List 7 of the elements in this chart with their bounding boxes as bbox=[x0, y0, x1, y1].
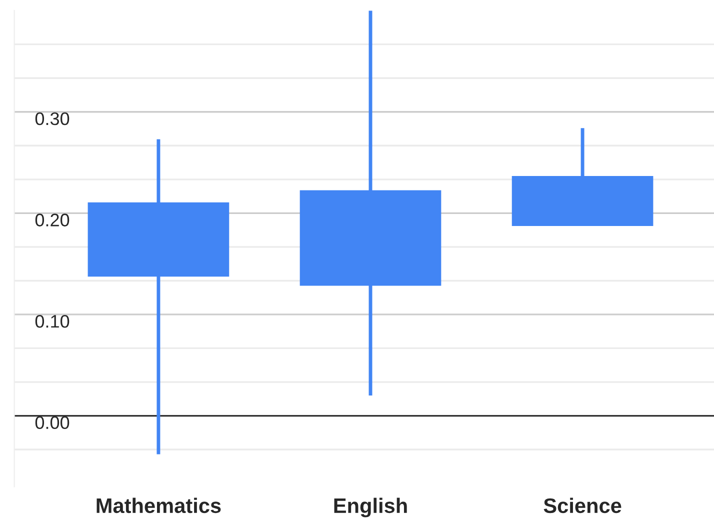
y-tick-label: 0.10 bbox=[35, 314, 70, 328]
x-tick-label: Science bbox=[544, 498, 622, 514]
x-tick-label: English bbox=[334, 498, 407, 518]
x-tick-label: Mathematics bbox=[96, 498, 221, 514]
y-tick-label: 0.30 bbox=[35, 112, 70, 126]
y-tick-label: 0.20 bbox=[35, 214, 70, 226]
y-tick-label: 0.00 bbox=[35, 416, 70, 430]
